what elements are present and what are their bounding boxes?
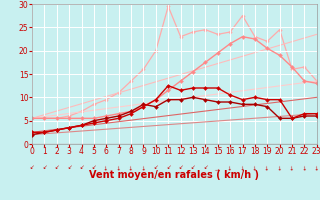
Text: ↙: ↙: [30, 165, 34, 170]
Text: ↙: ↙: [178, 165, 183, 170]
Text: ↙: ↙: [252, 165, 258, 172]
Text: ↙: ↙: [264, 165, 271, 172]
Text: ↙: ↙: [103, 165, 110, 172]
Text: ↙: ↙: [140, 165, 147, 172]
Text: ↙: ↙: [276, 165, 283, 172]
Text: ↙: ↙: [239, 165, 246, 172]
Text: ↙: ↙: [79, 165, 84, 170]
Text: ↙: ↙: [115, 165, 122, 172]
Text: ↙: ↙: [203, 165, 208, 170]
Text: ↙: ↙: [313, 165, 320, 172]
Text: ↙: ↙: [154, 165, 158, 170]
Text: ↙: ↙: [67, 165, 71, 170]
Text: ↙: ↙: [42, 165, 47, 170]
Text: ↙: ↙: [289, 165, 295, 172]
Text: ↙: ↙: [92, 165, 96, 170]
Text: ↙: ↙: [54, 165, 59, 170]
Text: ↙: ↙: [227, 165, 234, 172]
X-axis label: Vent moyen/en rafales ( km/h ): Vent moyen/en rafales ( km/h ): [89, 170, 260, 180]
Text: ↙: ↙: [128, 165, 134, 172]
Text: ↙: ↙: [214, 165, 221, 172]
Text: ↙: ↙: [166, 165, 171, 170]
Text: ↙: ↙: [301, 165, 308, 172]
Text: ↙: ↙: [191, 165, 195, 170]
